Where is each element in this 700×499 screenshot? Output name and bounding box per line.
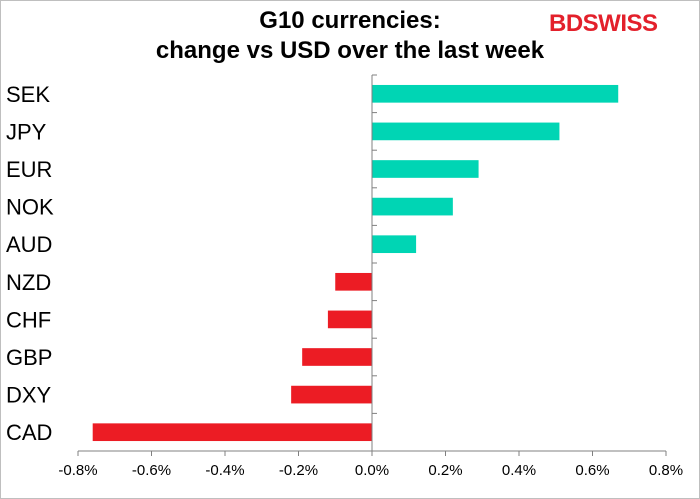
x-tick-label: -0.2% <box>279 462 318 479</box>
bar-chf <box>327 310 372 329</box>
chart-title: G10 currencies: change vs USD over the l… <box>60 6 640 66</box>
bdswiss-logo: BDSWISS <box>549 11 658 37</box>
category-label-cad: CAD <box>6 420 52 445</box>
x-tick-label: 0.6% <box>575 462 609 479</box>
bar-eur <box>372 160 479 178</box>
bar-sek <box>372 84 619 103</box>
x-tick-label: -0.4% <box>205 462 244 479</box>
logo-swiss: SWISS <box>582 10 658 37</box>
category-label-eur: EUR <box>6 157 52 182</box>
chart-title-line1: G10 currencies: <box>259 7 441 34</box>
bar-nok <box>372 197 453 216</box>
category-label-aud: AUD <box>6 232 52 257</box>
tick-labels: -0.8% -0.6% -0.4% -0.2% 0.0% 0.2% 0.4% 0.6% 0.8% <box>58 462 683 479</box>
axes-group <box>77 74 667 456</box>
category-label-jpy: JPY <box>6 119 47 144</box>
x-tick-label: -0.8% <box>58 462 97 479</box>
bar-aud <box>372 235 417 254</box>
category-label-nzd: NZD <box>6 270 51 295</box>
x-tick-label: 0.2% <box>428 462 462 479</box>
x-tick-label: 0.0% <box>355 462 389 479</box>
bar-cad <box>92 423 372 442</box>
bar-dxy <box>291 385 372 404</box>
bar-gbp <box>302 348 372 366</box>
x-tick-label: 0.4% <box>502 462 536 479</box>
category-labels: SEK JPY EUR NOK AUD NZD CHF GBP DXY CAD <box>6 82 54 445</box>
bar-nzd <box>335 272 372 291</box>
bar-jpy <box>372 122 560 141</box>
x-tick-label: 0.8% <box>649 462 683 479</box>
chart-title-line2: change vs USD over the last week <box>155 37 545 64</box>
category-label-dxy: DXY <box>6 383 52 408</box>
bars-group <box>92 84 619 442</box>
x-tick-label: -0.6% <box>132 462 171 479</box>
category-label-chf: CHF <box>6 307 51 332</box>
logo-bd: BD <box>549 10 583 37</box>
category-label-nok: NOK <box>6 195 54 220</box>
category-label-sek: SEK <box>6 82 50 107</box>
category-label-gbp: GBP <box>6 345 52 370</box>
